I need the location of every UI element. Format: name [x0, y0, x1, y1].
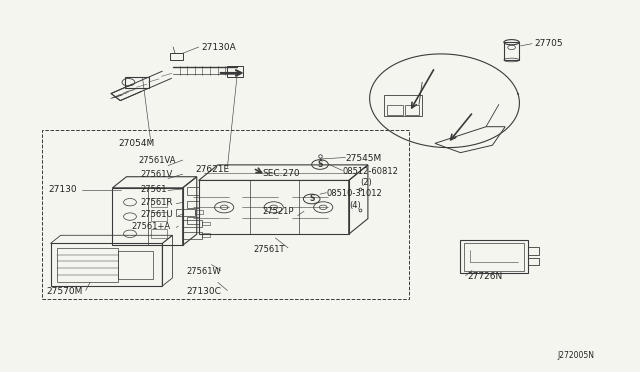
Bar [176, 209, 195, 216]
Text: 27561V: 27561V [140, 170, 172, 179]
Text: 27561U: 27561U [140, 211, 173, 219]
Bar [195, 211, 203, 214]
Bar [170, 53, 182, 60]
Bar [387, 105, 403, 115]
Text: 27054M: 27054M [119, 139, 155, 148]
Bar [125, 77, 150, 88]
Bar [187, 217, 198, 224]
Bar [202, 234, 209, 237]
Text: 27561+A: 27561+A [132, 222, 171, 231]
Bar [504, 42, 519, 60]
Text: 27561T: 27561T [253, 244, 284, 253]
Text: 27726N: 27726N [467, 272, 502, 281]
Bar [113, 188, 182, 245]
Text: 27130A: 27130A [202, 42, 237, 51]
Bar [187, 187, 198, 195]
Bar [527, 247, 539, 254]
Bar [57, 248, 118, 282]
Bar [465, 243, 524, 271]
Text: 08510-31012: 08510-31012 [326, 189, 382, 198]
Bar [151, 212, 167, 221]
Bar [187, 201, 198, 208]
Text: 08512-60812: 08512-60812 [342, 167, 398, 176]
Text: 27561: 27561 [140, 185, 166, 194]
Bar [182, 220, 202, 227]
Bar [151, 198, 167, 207]
Text: 27130C: 27130C [186, 287, 221, 296]
Text: 27705: 27705 [534, 39, 563, 48]
Text: 27130: 27130 [49, 185, 77, 194]
Text: S: S [317, 160, 323, 169]
Text: (4): (4) [349, 201, 361, 210]
Text: 27561VA: 27561VA [138, 155, 175, 164]
Text: 27621E: 27621E [195, 165, 230, 174]
Text: 27545M: 27545M [346, 154, 382, 163]
Bar [51, 243, 163, 286]
Bar [461, 240, 527, 273]
Text: J272005N: J272005N [557, 351, 595, 360]
Bar [118, 251, 154, 279]
Text: 27561R: 27561R [140, 198, 172, 207]
Text: 27561W: 27561W [186, 267, 221, 276]
Text: S: S [309, 195, 314, 203]
Bar [182, 232, 202, 238]
Bar [527, 258, 539, 265]
Bar [42, 131, 410, 299]
Text: (2): (2) [360, 178, 372, 187]
Bar [405, 105, 419, 115]
Text: SEC.270: SEC.270 [262, 169, 300, 178]
Bar [198, 180, 349, 234]
Text: 27570M: 27570M [47, 287, 83, 296]
Bar [384, 95, 422, 116]
Bar [227, 66, 243, 77]
Bar [202, 222, 209, 225]
Text: 27521P: 27521P [262, 208, 294, 217]
Bar [151, 230, 167, 238]
